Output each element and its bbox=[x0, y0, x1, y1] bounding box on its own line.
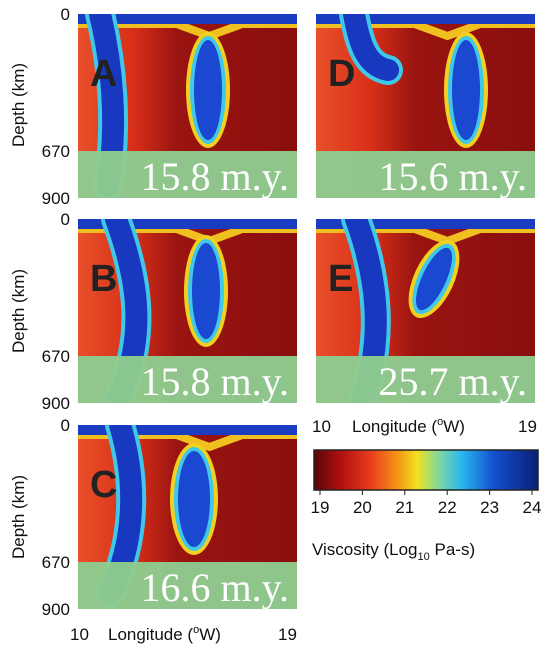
label-text: Longitude ( bbox=[108, 625, 193, 644]
longitude-start: 10 bbox=[70, 625, 89, 644]
panel-time: 25.7 m.y. bbox=[378, 359, 527, 404]
label-text: W) bbox=[199, 625, 221, 644]
label-sub: 10 bbox=[418, 551, 430, 563]
slab bbox=[343, 14, 399, 81]
panel: B 15.8 m.y. bbox=[78, 219, 297, 404]
longitude-end: 19 bbox=[278, 625, 297, 644]
depth-tick: 900 bbox=[42, 394, 70, 413]
longitude-label: Longitude (oW) bbox=[108, 624, 221, 644]
panel: E 25.7 m.y. bbox=[316, 219, 535, 404]
label-sup: o bbox=[437, 416, 443, 428]
panel-letter: A bbox=[90, 53, 117, 95]
colorbar-tick-label: 21 bbox=[395, 498, 414, 517]
label-text: Pa-s) bbox=[430, 540, 475, 559]
panel-letter: D bbox=[328, 53, 355, 95]
depth-tick: 670 bbox=[42, 142, 70, 161]
panel-time: 16.6 m.y. bbox=[140, 565, 289, 610]
panel-letter: B bbox=[90, 258, 117, 300]
depth-tick: 0 bbox=[61, 416, 70, 435]
lower-mantle bbox=[316, 151, 535, 198]
plate bbox=[78, 219, 297, 229]
colorbar-tick-label: 19 bbox=[311, 498, 330, 517]
label-text: W) bbox=[443, 417, 465, 436]
depth-label: Depth (km) bbox=[9, 475, 28, 559]
plate bbox=[78, 425, 297, 435]
label-text: Longitude ( bbox=[352, 417, 437, 436]
depth-tick: 900 bbox=[42, 600, 70, 619]
panel: D 15.6 m.y. bbox=[316, 14, 535, 199]
drip bbox=[192, 243, 220, 339]
longitude-label: Longitude (oW) bbox=[352, 416, 465, 436]
colorbar bbox=[313, 449, 539, 491]
colorbar-tick-label: 20 bbox=[353, 498, 372, 517]
panel: A 15.8 m.y. bbox=[78, 14, 297, 199]
label-text: Viscosity (Log bbox=[312, 540, 418, 559]
drip bbox=[194, 40, 222, 140]
plate bbox=[316, 14, 535, 24]
depth-ticks: 0 670 900 0 670 900 0 670 900 bbox=[42, 5, 70, 619]
longitude-start: 10 bbox=[312, 417, 331, 436]
panel-time: 15.8 m.y. bbox=[140, 154, 289, 199]
depth-tick: 670 bbox=[42, 347, 70, 366]
panel-time: 15.8 m.y. bbox=[140, 359, 289, 404]
plate bbox=[78, 14, 297, 24]
depth-tick: 670 bbox=[42, 553, 70, 572]
panel-time: 15.6 m.y. bbox=[378, 154, 527, 199]
depth-tick: 0 bbox=[61, 210, 70, 229]
panels: A 15.8 m.y. D 15.6 m.y. B 15.8 m.y. E 25.7 m.y.… bbox=[78, 14, 535, 610]
drip bbox=[178, 451, 210, 547]
drip bbox=[452, 40, 480, 140]
lower-mantle bbox=[316, 356, 535, 403]
colorbar-tick-label: 22 bbox=[438, 498, 457, 517]
drip bbox=[415, 247, 453, 311]
lower-mantle bbox=[78, 151, 297, 198]
lower-mantle bbox=[78, 356, 297, 403]
depth-label: Depth (km) bbox=[9, 269, 28, 353]
plate bbox=[316, 219, 535, 229]
label-sup: o bbox=[193, 624, 199, 636]
colorbar-label: Viscosity (Log10 Pa-s) bbox=[312, 540, 475, 563]
longitude-end: 19 bbox=[518, 417, 537, 436]
colorbar-tick-label: 23 bbox=[480, 498, 499, 517]
depth-tick: 900 bbox=[42, 189, 70, 208]
panel: C 16.6 m.y. bbox=[78, 425, 297, 610]
lower-mantle bbox=[78, 562, 297, 609]
depth-label: Depth (km) bbox=[9, 63, 28, 147]
depth-tick: 0 bbox=[61, 5, 70, 24]
colorbar-tick-label: 24 bbox=[523, 498, 542, 517]
panel-letter: C bbox=[90, 464, 117, 506]
panel-letter: E bbox=[328, 258, 353, 300]
colorbar-ticks: 19 20 21 22 23 24 bbox=[311, 490, 542, 517]
